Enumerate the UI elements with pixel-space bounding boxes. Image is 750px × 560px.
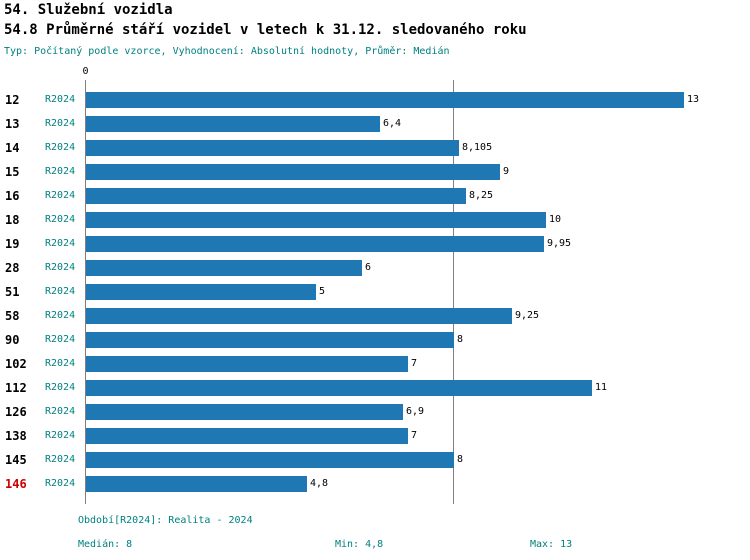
bar-value-label: 8 — [457, 454, 464, 465]
row-series-label: R2024 — [45, 262, 76, 273]
bar — [86, 164, 500, 180]
chart-row: 13 R2024 6,4 — [0, 112, 750, 136]
bar — [86, 308, 512, 324]
chart-row: 16 R2024 8,25 — [0, 184, 750, 208]
chart-title-line1: 54. Služební vozidla — [4, 2, 173, 18]
row-series-label: R2024 — [45, 382, 76, 393]
row-category-label: 16 — [5, 189, 20, 203]
row-series-label: R2024 — [45, 166, 76, 177]
bar-value-label: 11 — [595, 382, 608, 393]
bar — [86, 380, 592, 396]
row-series-label: R2024 — [45, 118, 76, 129]
bar — [86, 92, 684, 108]
bar — [86, 116, 380, 132]
bar-value-label: 5 — [319, 286, 326, 297]
bar-value-label: 8,25 — [469, 190, 494, 201]
row-category-label: 146 — [5, 477, 27, 491]
footer-median: Medián: 8 — [78, 539, 133, 550]
row-category-label: 18 — [5, 213, 20, 227]
chart-subtitle: Typ: Počítaný podle vzorce, Vyhodnocení:… — [4, 46, 450, 57]
bar-value-label: 6 — [365, 262, 372, 273]
row-category-label: 13 — [5, 117, 20, 131]
bar — [86, 356, 408, 372]
bar-value-label: 7 — [411, 430, 418, 441]
bar — [86, 236, 544, 252]
bar-value-label: 13 — [687, 94, 700, 105]
row-series-label: R2024 — [45, 310, 76, 321]
bar-value-label: 4,8 — [310, 478, 329, 489]
row-category-label: 126 — [5, 405, 27, 419]
row-series-label: R2024 — [45, 214, 76, 225]
row-category-label: 58 — [5, 309, 20, 323]
row-category-label: 28 — [5, 261, 20, 275]
row-series-label: R2024 — [45, 478, 76, 489]
x-axis-zero-label: 0 — [82, 66, 89, 77]
chart-title-line2: 54.8 Průměrné stáří vozidel v letech k 3… — [4, 22, 527, 38]
bar — [86, 476, 307, 492]
bar-value-label: 9,25 — [515, 310, 540, 321]
row-category-label: 145 — [5, 453, 27, 467]
bar — [86, 284, 316, 300]
bar — [86, 140, 459, 156]
row-category-label: 15 — [5, 165, 20, 179]
bar — [86, 212, 546, 228]
chart-row: 51 R2024 5 — [0, 280, 750, 304]
median-gridline — [453, 80, 454, 504]
bar-value-label: 9,95 — [547, 238, 572, 249]
chart-row: 18 R2024 10 — [0, 208, 750, 232]
bar — [86, 332, 454, 348]
row-category-label: 51 — [5, 285, 20, 299]
bar — [86, 188, 466, 204]
row-series-label: R2024 — [45, 142, 76, 153]
row-series-label: R2024 — [45, 94, 76, 105]
chart-row: 112 R2024 11 — [0, 376, 750, 400]
row-category-label: 112 — [5, 381, 27, 395]
chart-row: 12 R2024 13 — [0, 88, 750, 112]
row-series-label: R2024 — [45, 454, 76, 465]
row-category-label: 138 — [5, 429, 27, 443]
row-series-label: R2024 — [45, 358, 76, 369]
row-series-label: R2024 — [45, 190, 76, 201]
chart-row: 58 R2024 9,25 — [0, 304, 750, 328]
chart-row: 145 R2024 8 — [0, 448, 750, 472]
row-series-label: R2024 — [45, 238, 76, 249]
row-category-label: 102 — [5, 357, 27, 371]
row-series-label: R2024 — [45, 334, 76, 345]
bar-value-label: 6,4 — [383, 118, 402, 129]
bar-value-label: 6,9 — [406, 406, 425, 417]
bar-value-label: 8,105 — [462, 142, 493, 153]
bar — [86, 404, 403, 420]
chart-row: 138 R2024 7 — [0, 424, 750, 448]
chart-row: 15 R2024 9 — [0, 160, 750, 184]
chart-row: 102 R2024 7 — [0, 352, 750, 376]
chart-row: 90 R2024 8 — [0, 328, 750, 352]
chart-rows: 12 R2024 13 13 R2024 6,4 14 R2024 8,105 15 R2024 9 1… — [0, 88, 750, 496]
row-category-label: 19 — [5, 237, 20, 251]
bar-value-label: 7 — [411, 358, 418, 369]
bar — [86, 428, 408, 444]
bar-value-label: 9 — [503, 166, 510, 177]
chart-row: 126 R2024 6,9 — [0, 400, 750, 424]
footer-min: Min: 4,8 — [335, 539, 384, 550]
y-axis-line — [85, 80, 86, 504]
chart-row: 28 R2024 6 — [0, 256, 750, 280]
bar-value-label: 8 — [457, 334, 464, 345]
bar — [86, 452, 454, 468]
footer-max: Max: 13 — [530, 539, 573, 550]
row-series-label: R2024 — [45, 286, 76, 297]
row-series-label: R2024 — [45, 406, 76, 417]
row-category-label: 90 — [5, 333, 20, 347]
chart-row: 146 R2024 4,8 — [0, 472, 750, 496]
chart-row: 19 R2024 9,95 — [0, 232, 750, 256]
bar — [86, 260, 362, 276]
row-category-label: 12 — [5, 93, 20, 107]
footer-period: Období[R2024]: Realita - 2024 — [78, 515, 253, 526]
row-category-label: 14 — [5, 141, 20, 155]
bar-value-label: 10 — [549, 214, 562, 225]
row-series-label: R2024 — [45, 430, 76, 441]
chart-row: 14 R2024 8,105 — [0, 136, 750, 160]
